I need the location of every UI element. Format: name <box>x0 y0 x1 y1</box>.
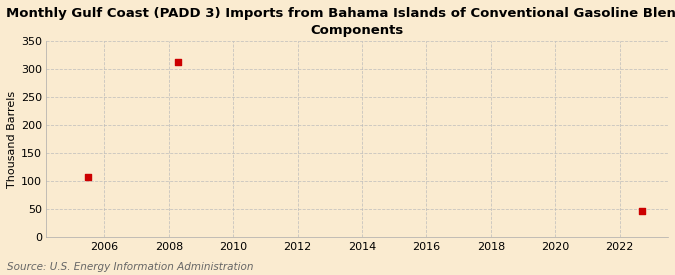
Text: Source: U.S. Energy Information Administration: Source: U.S. Energy Information Administ… <box>7 262 253 272</box>
Point <box>83 175 94 180</box>
Title: Monthly Gulf Coast (PADD 3) Imports from Bahama Islands of Conventional Gasoline: Monthly Gulf Coast (PADD 3) Imports from… <box>6 7 675 37</box>
Y-axis label: Thousand Barrels: Thousand Barrels <box>7 90 17 188</box>
Point <box>637 209 648 213</box>
Point <box>173 60 184 64</box>
